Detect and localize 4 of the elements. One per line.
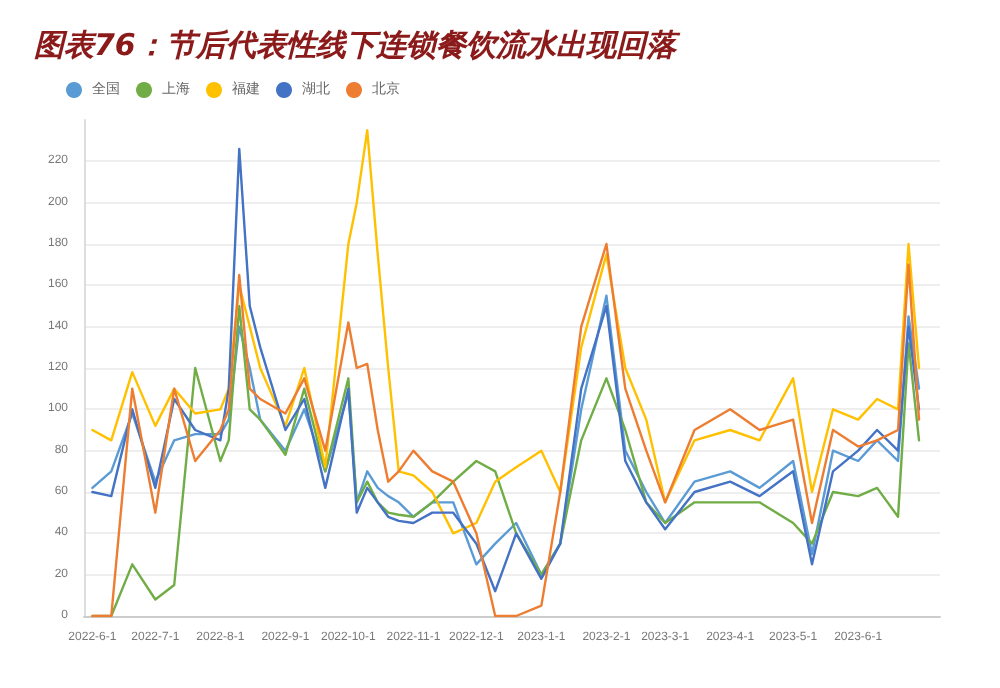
line-series bbox=[91, 242, 921, 618]
chart-title: 图表76：节后代表性线下连锁餐饮流水出现回落 bbox=[34, 27, 682, 63]
line-series bbox=[91, 147, 921, 593]
line-series bbox=[91, 129, 921, 535]
